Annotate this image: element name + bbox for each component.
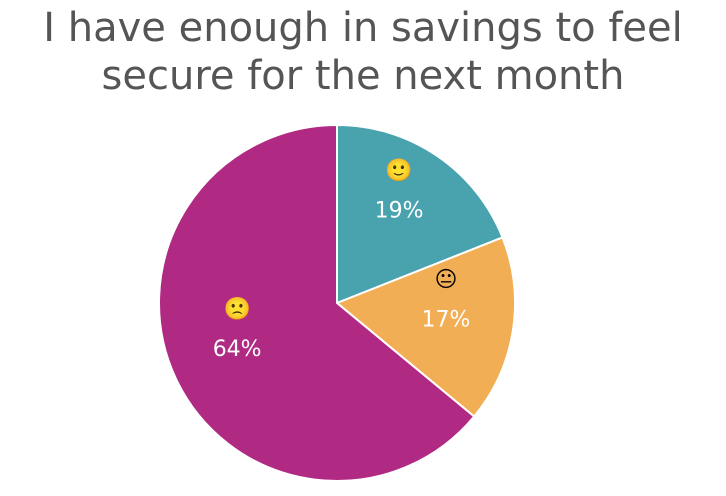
slice-emoji: 🙁 [223, 296, 250, 322]
slice-label: 64% [213, 337, 262, 362]
slice-label: 17% [422, 307, 471, 332]
chart-title: I have enough in savings to feel secure … [43, 5, 683, 99]
slice-emoji: 🙂 [385, 158, 412, 184]
pie-slice [335, 236, 516, 418]
slice-label: 19% [375, 199, 424, 224]
pie-slice [158, 123, 476, 482]
pie-slice [336, 123, 504, 305]
slice-emoji: 😐 [435, 267, 458, 292]
